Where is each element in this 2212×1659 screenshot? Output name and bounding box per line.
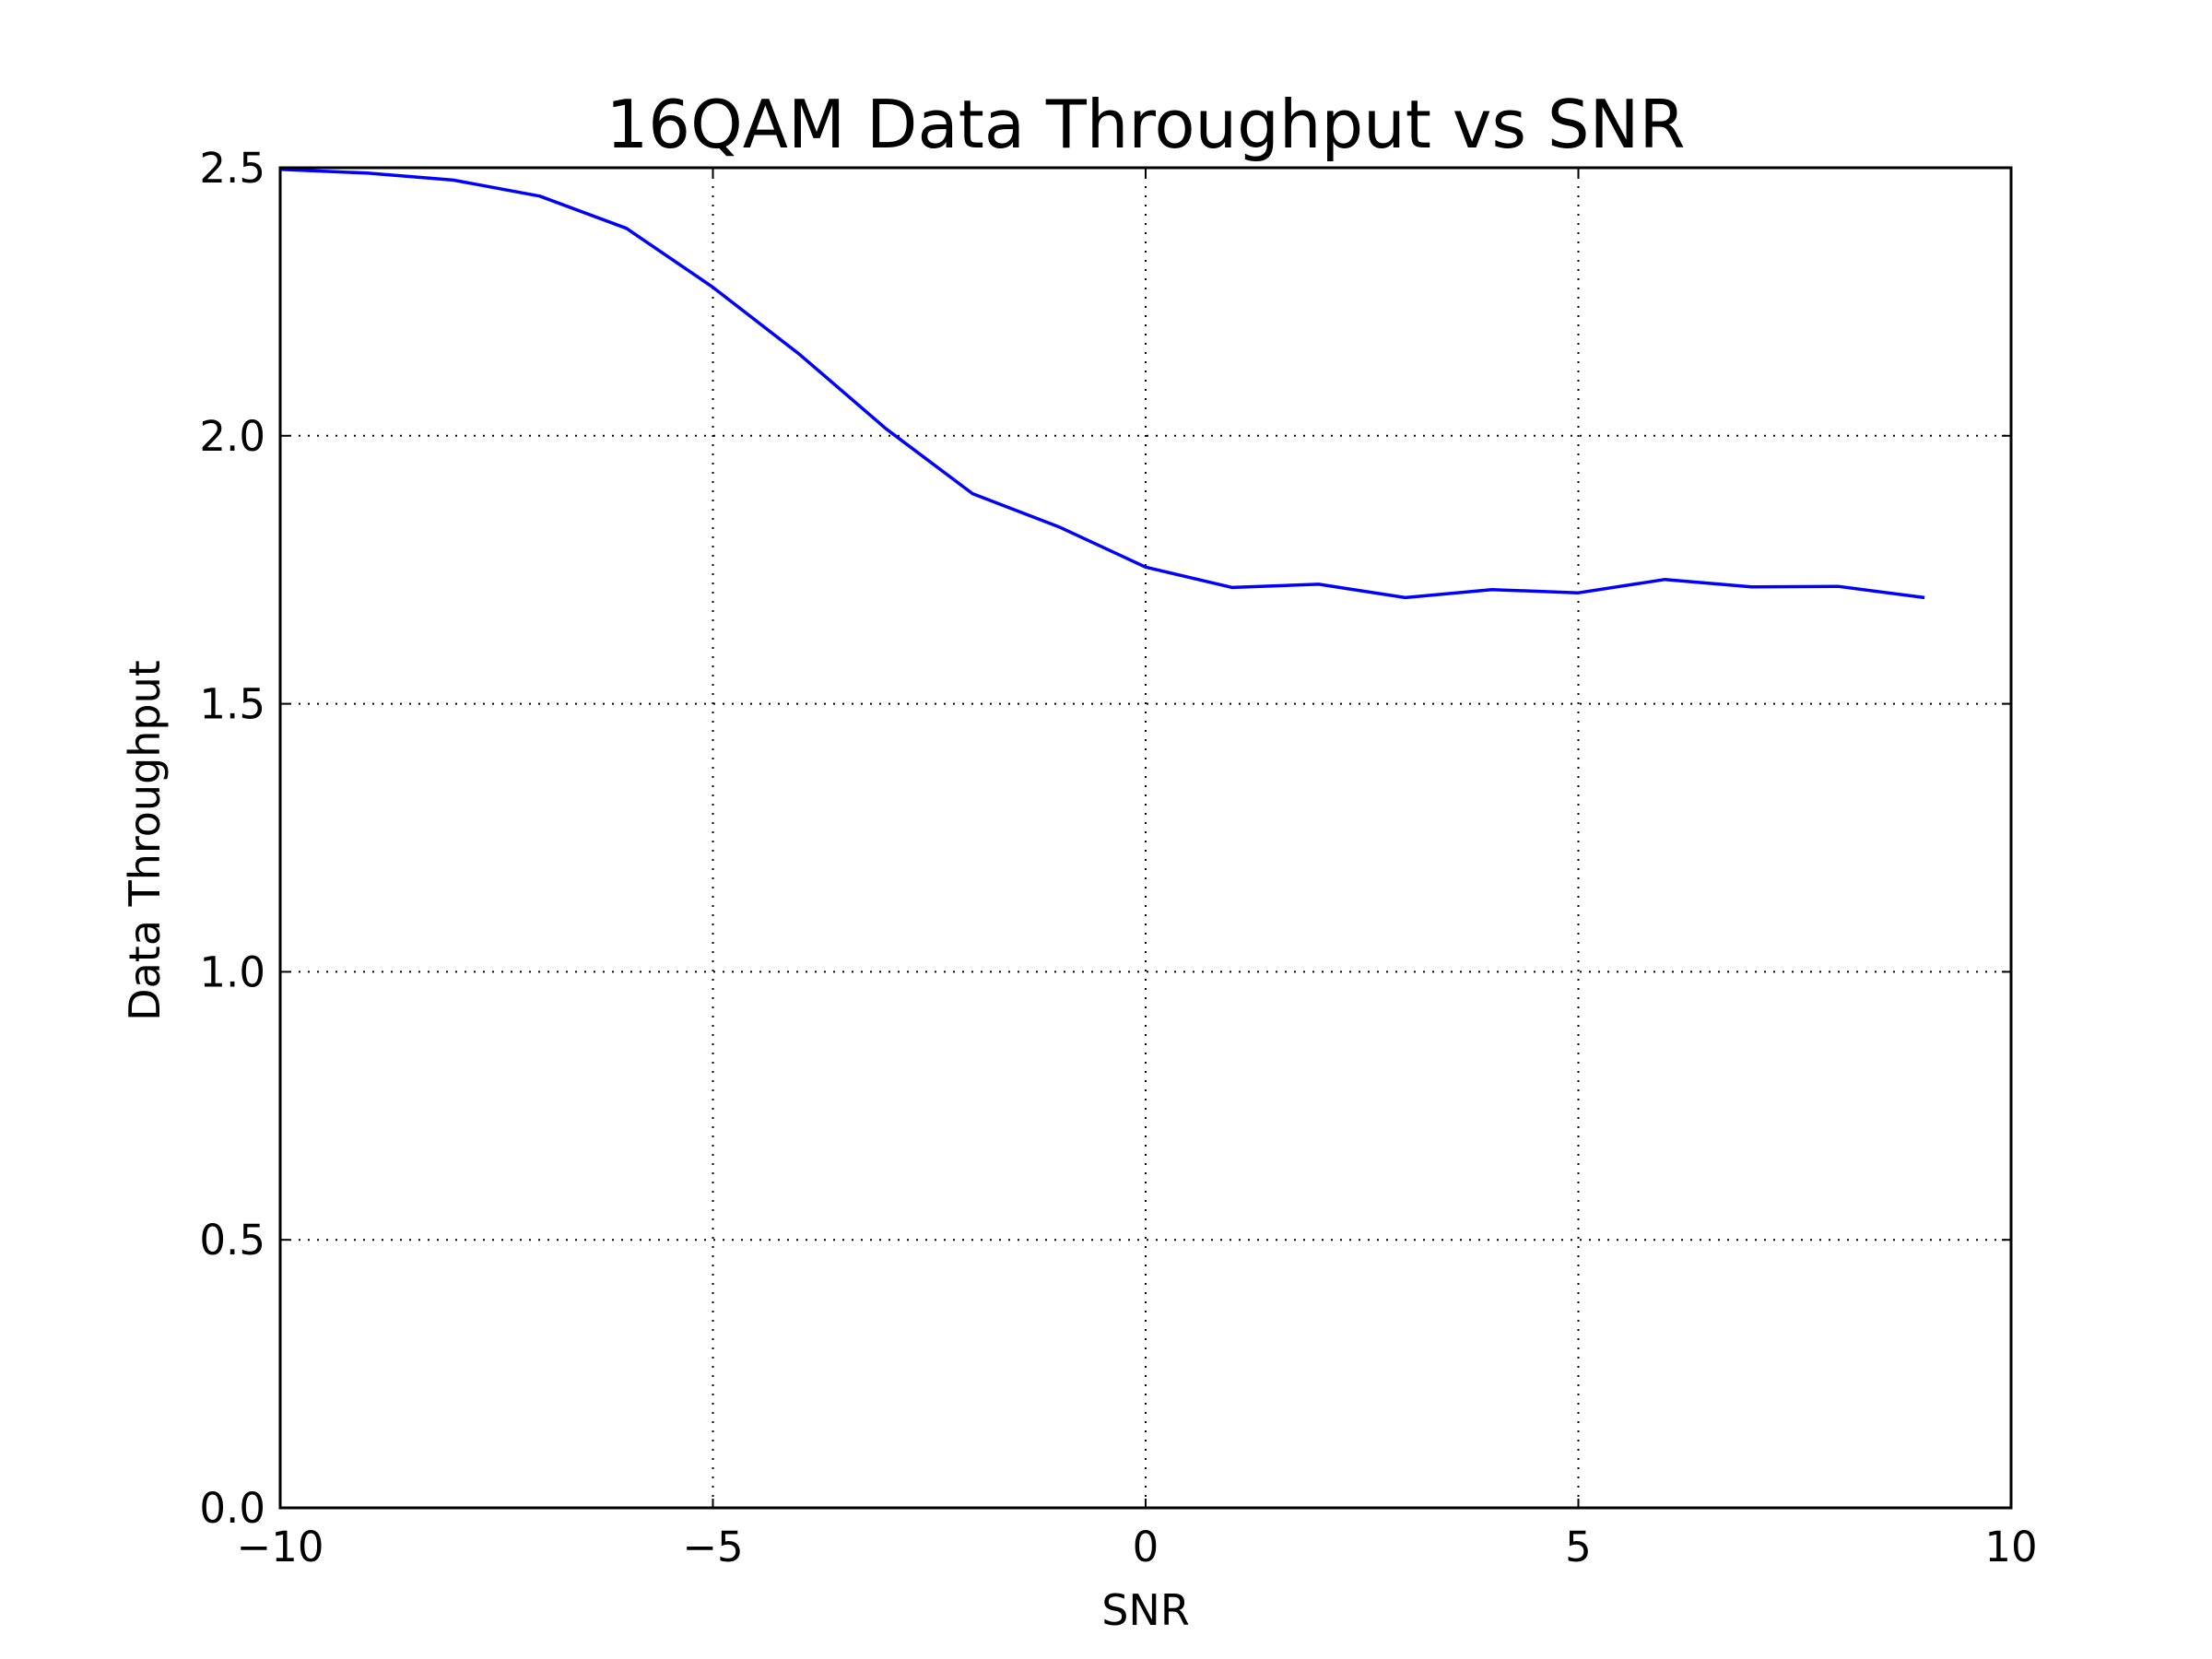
- y-tick-labels: 0.0 0.5 1.0 1.5 2.0 2.5: [199, 144, 265, 1533]
- x-axis-label: SNR: [1101, 1585, 1190, 1635]
- y-tick-label: 2.0: [199, 412, 265, 461]
- series-layer: [279, 167, 1925, 600]
- x-tick-label: −10: [237, 1523, 324, 1571]
- x-tick-label: −5: [682, 1523, 743, 1571]
- plot-frame: [278, 166, 2013, 1510]
- y-axis-label: Data Throughput: [120, 660, 170, 1021]
- tick-marks: [279, 167, 2012, 1509]
- y-tick-label: 2.5: [199, 144, 265, 193]
- x-tick-label: 10: [1984, 1523, 2037, 1571]
- y-tick-label: 0.0: [199, 1484, 265, 1533]
- x-tick-labels: −10 −5 0 5 10: [237, 1523, 2038, 1571]
- grid-lines: [280, 168, 2011, 1508]
- y-tick-label: 0.5: [199, 1216, 265, 1265]
- series-line: [279, 167, 1925, 600]
- x-tick-label: 5: [1565, 1523, 1592, 1571]
- y-tick-label: 1.0: [199, 947, 265, 996]
- x-tick-label: 0: [1133, 1523, 1159, 1571]
- chart-title: 16QAM Data Throughput vs SNR: [606, 86, 1685, 163]
- y-tick-label: 1.5: [199, 680, 265, 729]
